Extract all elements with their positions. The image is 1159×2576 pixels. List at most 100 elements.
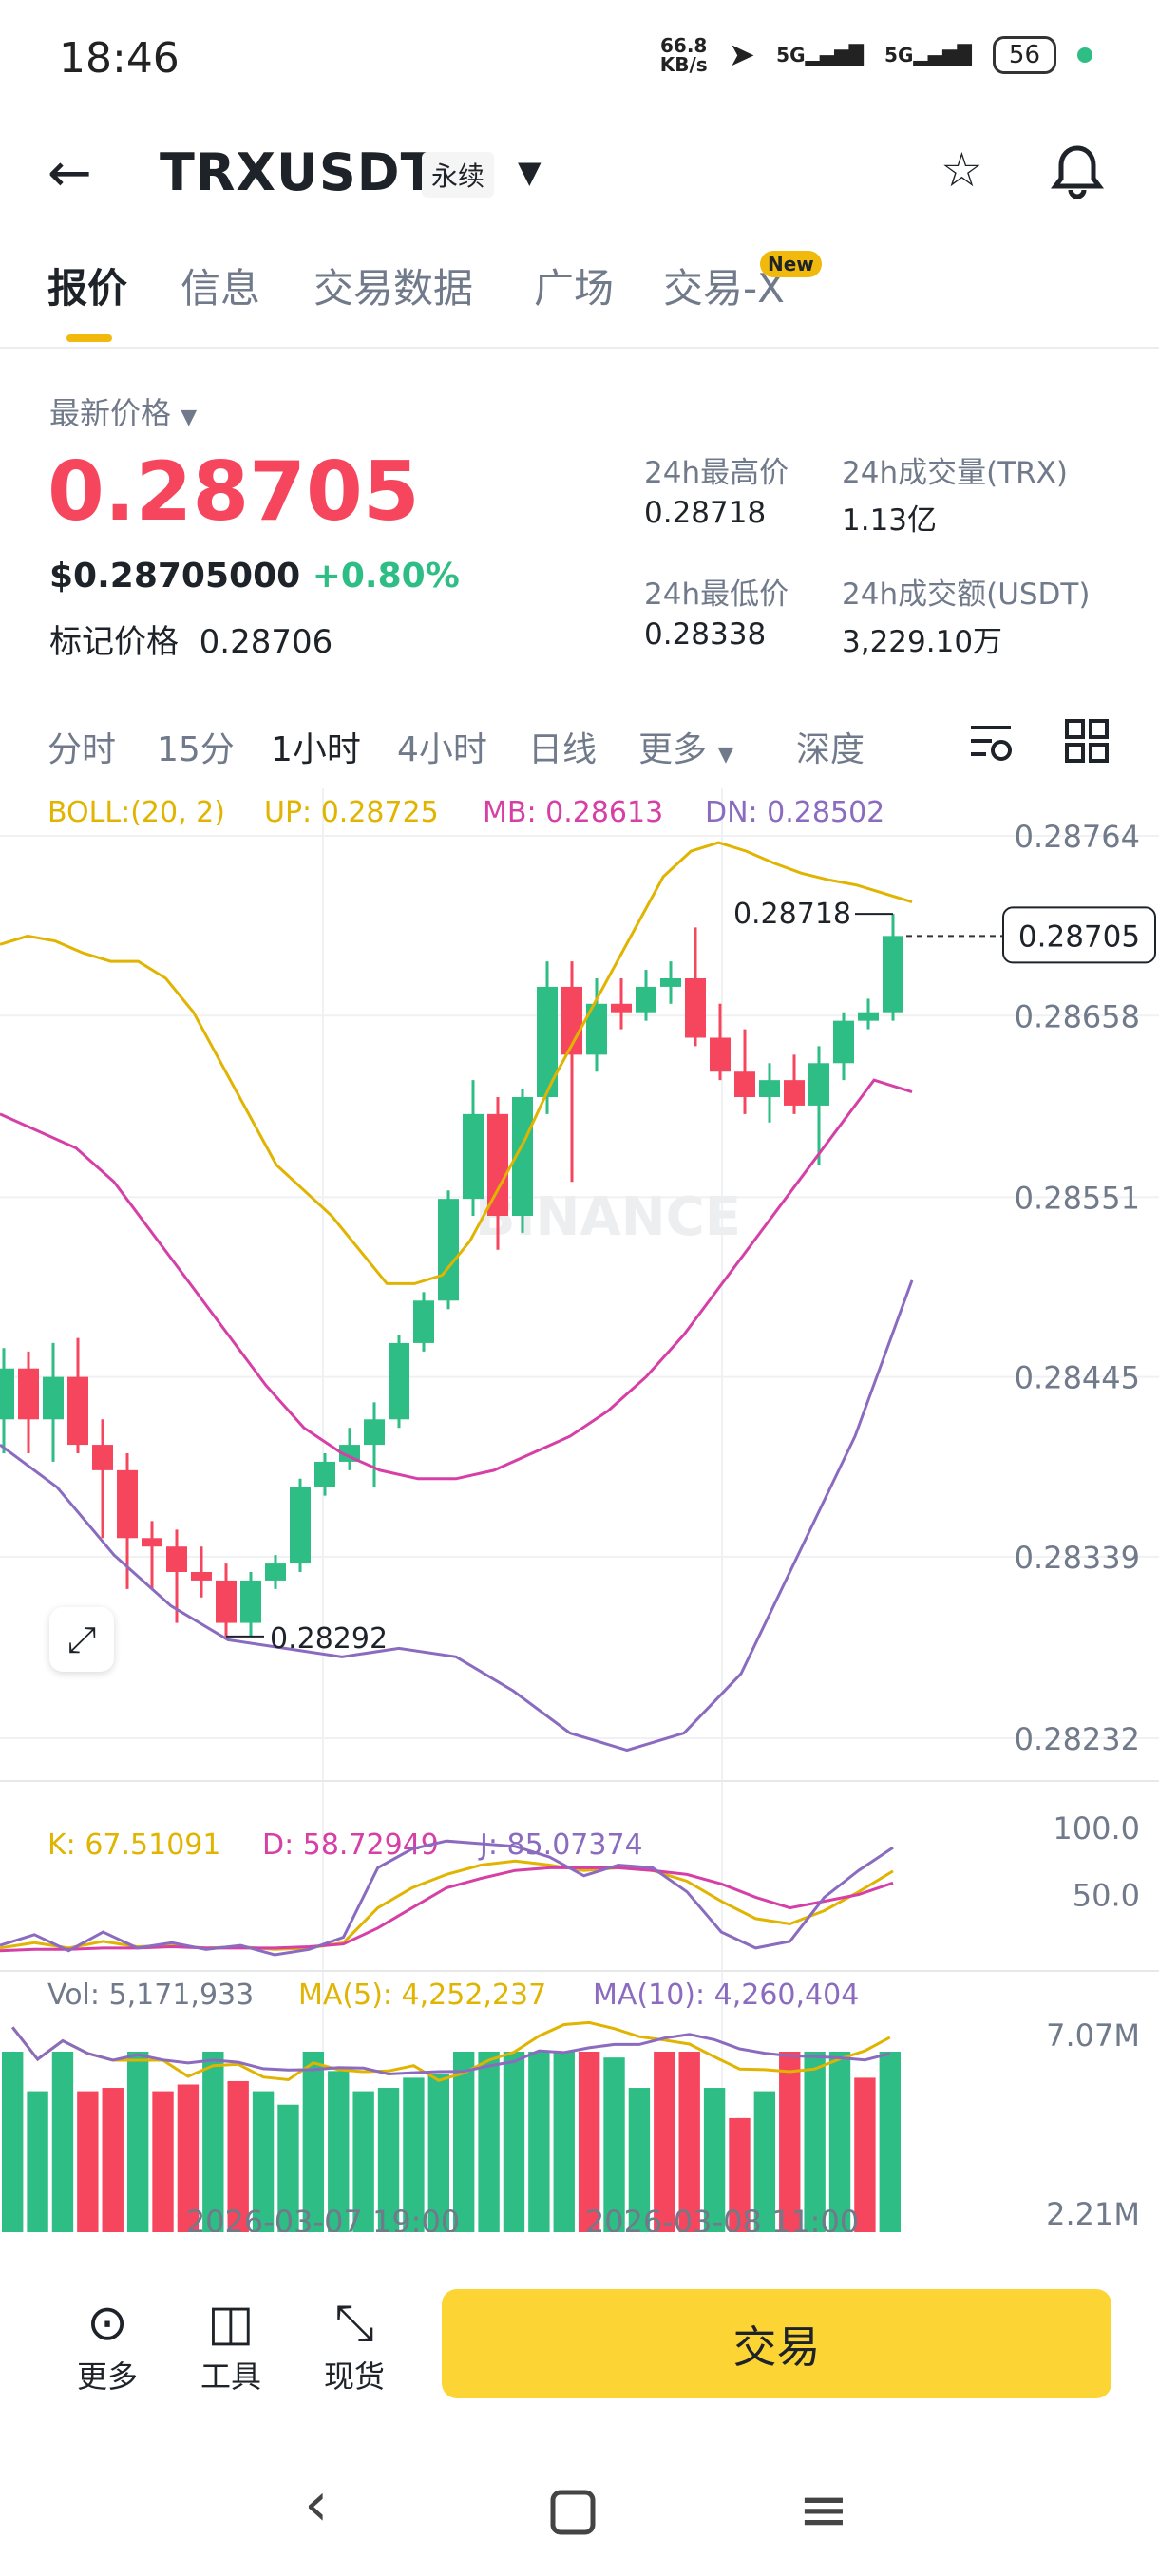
usd-price: $0.28705000 +0.80% [49,557,460,596]
location-icon: ➤ [728,36,756,74]
ma10-label: MA(10): 4,260,404 [593,1979,859,2012]
trade-button[interactable]: 交易 [442,2289,1112,2398]
kdj-j-line [0,1839,894,1957]
candle [636,986,656,1013]
candle [710,1037,731,1072]
amount-value: 3,229.10万 [842,625,1003,659]
spot-button[interactable]: ⤡ 现货 [302,2294,407,2396]
bell-icon[interactable] [1050,142,1105,211]
tf-4h[interactable]: 4小时 [397,730,487,769]
volume-bar [528,2052,550,2232]
volume-bar [779,2052,801,2232]
boll-up-label: UP: 0.28725 [264,796,439,829]
battery-icon: 56 [992,36,1056,74]
candle [463,1113,484,1200]
nav-back-icon[interactable]: ‹ [304,2470,329,2540]
more-button[interactable]: ⊙ 更多 [55,2294,160,2396]
expand-icon[interactable]: ⤢ [49,1607,114,1672]
candle [734,1071,755,1097]
volume-bar [352,2091,374,2232]
candle [487,1113,508,1216]
tf-15m[interactable]: 15分 [157,730,235,769]
kline-chart[interactable]: 0.28764 0.28658 0.28551 0.28445 0.28339 0.282… [0,788,1159,2232]
star-icon[interactable]: ☆ [940,142,983,198]
candle [191,1572,212,1581]
latest-price-label[interactable]: 最新价格 ▼ [49,395,198,431]
symbol-title[interactable]: TRXUSDT [160,142,437,202]
tf-1h[interactable]: 1小时 [271,730,361,769]
tab-info[interactable]: 信息 [180,265,261,312]
volume-bar [252,2091,275,2232]
volume-bar [328,2071,350,2232]
volume-bar [828,2052,851,2232]
chevron-down-icon: ▼ [717,743,734,767]
low-value: 0.28338 [644,617,767,652]
volume-label: 24h成交量(TRX) [842,456,1068,490]
kdj-k-line [0,1859,894,1951]
volume-bar [27,2091,48,2232]
nav-menu-icon[interactable]: ≡ [798,2475,849,2546]
boll-mb-line [0,1078,913,1481]
volume-bar [703,2088,726,2232]
tab-square[interactable]: 广场 [534,265,615,312]
volume-bar [879,2052,901,2232]
candle [364,1419,385,1446]
symbol-dropdown-icon[interactable]: ▼ [518,154,542,190]
contract-type-badge: 永续 [422,152,495,198]
layout-grid-icon[interactable] [1064,718,1110,767]
tf-line[interactable]: 分时 [48,730,117,769]
candle [759,1080,780,1097]
status-icons: 66.8 KB/s ➤ 5G▂▄▆█ 5G▂▄▆█ 56 [660,36,1092,74]
volume-bar [603,2057,625,2232]
current-price-box [1002,906,1156,964]
tools-button[interactable]: ◫ 工具 [179,2294,283,2396]
volume-bar [628,2088,651,2232]
high-value: 0.28718 [644,496,767,530]
tf-more[interactable]: 更多 ▼ [638,730,734,769]
volume-bar [51,2052,74,2232]
candle [216,1580,237,1623]
mark-price: 标记价格 0.28706 [49,623,333,661]
top-tabs [0,252,1159,349]
volume-bar [503,2052,525,2232]
volume-bar [403,2077,425,2232]
volume-bar [77,2091,99,2232]
candle [142,1538,162,1547]
volume-bar [302,2052,325,2232]
latest-price: 0.28705 [48,445,420,540]
volume-bar [102,2088,124,2232]
tf-1d[interactable]: 日线 [528,730,598,769]
current-price-label: 0.28705 [1018,919,1140,954]
volume-bar [678,2052,700,2232]
status-time: 18:46 [59,34,180,83]
y-tick-label: 0.28658 [1015,998,1140,1034]
volume-bar [126,2052,149,2232]
indicator-settings-icon[interactable] [967,720,1015,769]
vol-axis-label: 2.21M [1046,2196,1140,2232]
y-tick-label: 0.28339 [1015,1540,1140,1576]
tab-trade-data[interactable]: 交易数据 [314,265,474,312]
candle [438,1199,459,1301]
signal-2: 5G▂▄▆█ [884,44,972,66]
volume-bar [2,2052,24,2232]
more-dots-icon: ⊙ [86,2295,128,2352]
candle [537,986,558,1097]
candle [166,1546,187,1572]
tf-depth[interactable]: 深度 [796,730,865,769]
y-tick-label: 0.28232 [1015,1721,1140,1757]
volume-bar [428,2074,449,2232]
volume-bar [804,2052,826,2232]
volume-bar [453,2052,475,2232]
candle [808,1063,829,1106]
back-arrow-icon[interactable]: ← [48,142,92,204]
nav-home-icon[interactable] [549,2481,597,2551]
candle [413,1300,434,1343]
candle [43,1376,64,1420]
ma5-label: MA(5): 4,252,237 [298,1979,546,2012]
kdj-d-line [0,1866,894,1953]
status-bar: 18:46 66.8 KB/s ➤ 5G▂▄▆█ 5G▂▄▆█ 56 [0,0,1159,114]
tab-quote[interactable]: 报价 [48,265,128,312]
tools-icon: ◫ [207,2295,255,2352]
boll-dn-line [0,1279,914,1752]
candle [67,1376,88,1446]
